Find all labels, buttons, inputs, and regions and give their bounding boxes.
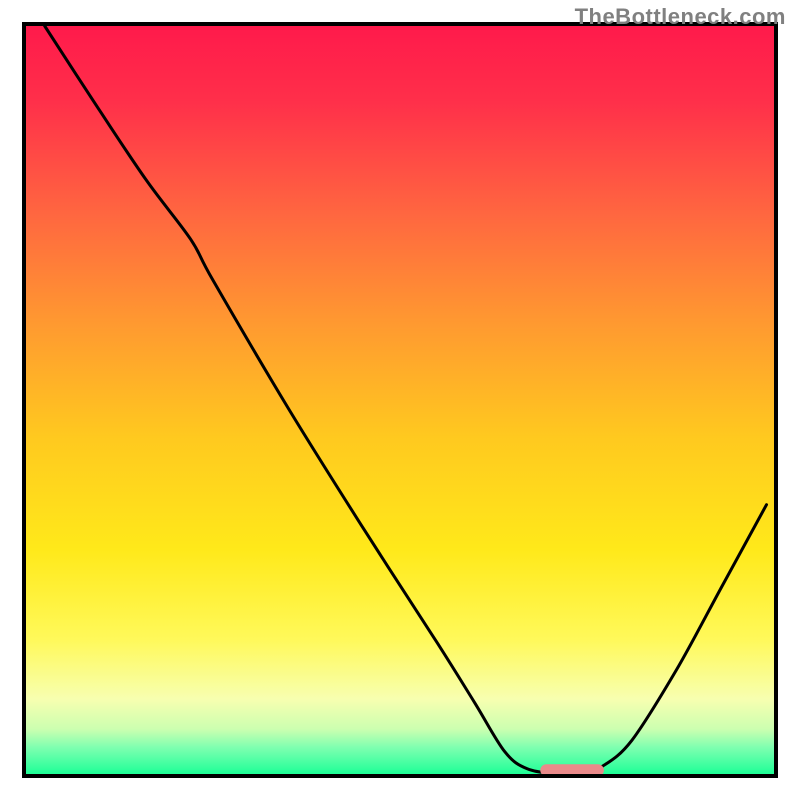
bottleneck-chart: TheBottleneck.com <box>0 0 800 800</box>
plot-gradient <box>26 26 774 774</box>
watermark-text: TheBottleneck.com <box>575 4 786 30</box>
chart-canvas <box>0 0 800 800</box>
